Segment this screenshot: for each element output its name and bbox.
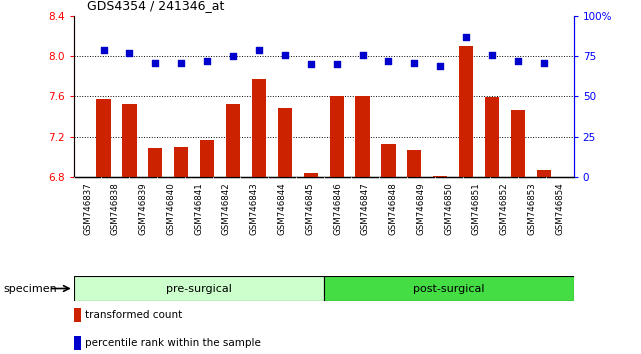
Text: GSM746849: GSM746849 — [417, 182, 426, 235]
Text: GSM746848: GSM746848 — [388, 182, 397, 235]
Bar — [324, 276, 574, 301]
Text: GSM746847: GSM746847 — [361, 182, 370, 235]
Point — [306, 61, 316, 67]
Point — [228, 53, 238, 59]
Bar — [433, 176, 447, 177]
Point — [124, 50, 135, 56]
Point — [279, 52, 290, 57]
Text: post-surgical: post-surgical — [413, 284, 485, 293]
Point — [383, 58, 394, 64]
Bar — [459, 46, 473, 177]
Text: GSM746842: GSM746842 — [222, 182, 231, 235]
Text: percentile rank within the sample: percentile rank within the sample — [85, 338, 261, 348]
Point — [254, 47, 264, 53]
Bar — [537, 170, 551, 177]
Text: GSM746853: GSM746853 — [528, 182, 537, 235]
Bar — [174, 147, 188, 177]
Point — [331, 61, 342, 67]
Text: GDS4354 / 241346_at: GDS4354 / 241346_at — [87, 0, 224, 12]
Text: GSM746845: GSM746845 — [305, 182, 314, 235]
Text: GSM746843: GSM746843 — [250, 182, 259, 235]
Point — [99, 47, 109, 53]
Bar — [304, 173, 318, 177]
Point — [202, 58, 212, 64]
Text: GSM746846: GSM746846 — [333, 182, 342, 235]
Text: GSM746837: GSM746837 — [83, 182, 92, 235]
Point — [176, 60, 187, 65]
Text: GSM746838: GSM746838 — [111, 182, 120, 235]
Text: GSM746854: GSM746854 — [555, 182, 564, 235]
Bar — [148, 148, 162, 177]
Bar — [122, 103, 137, 177]
Bar — [511, 109, 525, 177]
Bar — [381, 144, 395, 177]
Point — [487, 52, 497, 57]
Text: GSM746839: GSM746839 — [138, 182, 147, 235]
Text: GSM746852: GSM746852 — [500, 182, 509, 235]
Bar — [226, 103, 240, 177]
Bar — [329, 97, 344, 177]
Point — [150, 60, 160, 65]
Text: specimen: specimen — [3, 284, 57, 293]
Text: GSM746850: GSM746850 — [444, 182, 453, 235]
Text: transformed count: transformed count — [85, 310, 183, 320]
Point — [513, 58, 523, 64]
Point — [409, 60, 419, 65]
Text: GSM746844: GSM746844 — [278, 182, 287, 235]
Point — [435, 63, 445, 69]
Bar — [252, 79, 266, 177]
Text: GSM746851: GSM746851 — [472, 182, 481, 235]
Bar — [407, 150, 422, 177]
Bar — [96, 99, 111, 177]
Bar — [200, 140, 214, 177]
Text: pre-surgical: pre-surgical — [166, 284, 231, 293]
Point — [461, 34, 471, 40]
Text: GSM746841: GSM746841 — [194, 182, 203, 235]
Bar — [485, 97, 499, 177]
Bar — [355, 97, 370, 177]
Point — [358, 52, 368, 57]
Bar — [278, 108, 292, 177]
Bar — [74, 276, 324, 301]
Point — [538, 60, 549, 65]
Text: GSM746840: GSM746840 — [167, 182, 176, 235]
